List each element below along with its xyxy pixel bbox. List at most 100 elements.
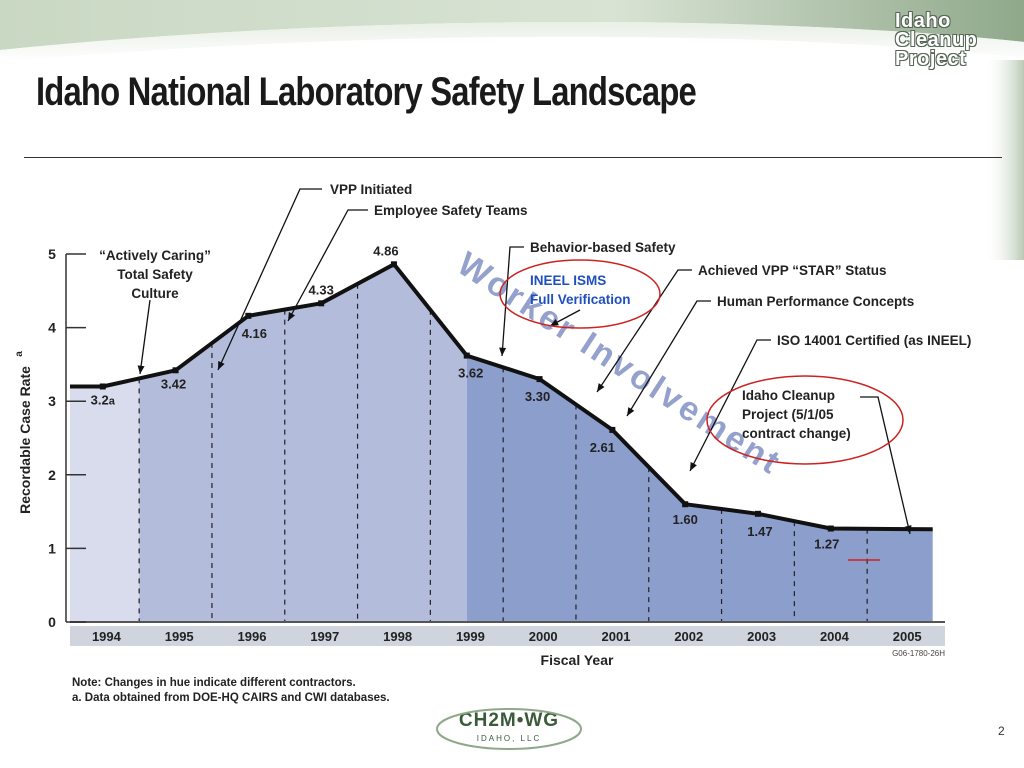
- x-axis-title: Fiscal Year: [541, 652, 614, 668]
- annotation-arrowhead: [550, 319, 559, 326]
- x-tick-label: 2002: [674, 629, 703, 644]
- annotation-arrowhead: [627, 407, 635, 416]
- header-swoosh: [0, 0, 1024, 62]
- data-point: [318, 300, 325, 307]
- logo-line-3: Project: [895, 48, 967, 70]
- data-point: [754, 510, 761, 517]
- title-divider: [24, 157, 1002, 158]
- annotation-label: VPP Initiated: [330, 182, 412, 197]
- logo-line-1: Idaho: [895, 10, 951, 32]
- data-point: [245, 312, 252, 319]
- data-label: 4.16: [242, 326, 267, 341]
- data-label: 3.2a: [91, 392, 116, 407]
- y-axis-title: Recordable Case Rate: [17, 366, 33, 514]
- data-point: [609, 426, 616, 433]
- annotation-label: Culture: [131, 286, 179, 301]
- annotation-label: Achieved VPP “STAR” Status: [698, 263, 887, 278]
- annotation-arrowhead: [499, 347, 507, 356]
- annotation-label: Employee Safety Teams: [374, 203, 528, 218]
- x-tick-label: 1999: [456, 629, 485, 644]
- x-tick-label: 1995: [165, 629, 194, 644]
- cleanup-highlight-circle: [706, 375, 904, 465]
- annotation-leader: [287, 209, 368, 322]
- data-label: 2.61: [590, 440, 615, 455]
- data-label: 3.30: [525, 389, 550, 404]
- x-tick-label: 2005: [893, 629, 922, 644]
- x-tick-label: 2004: [820, 629, 850, 644]
- data-point: [390, 261, 397, 268]
- data-point: [463, 352, 470, 359]
- x-axis-band: [70, 626, 945, 646]
- annotation-label: Total Safety: [117, 267, 193, 282]
- isms-highlight-circle: [499, 259, 661, 329]
- logo-line-2: Cleanup: [895, 29, 978, 51]
- annotation-leader: [139, 299, 151, 375]
- figure-code: G06-1780-26H: [892, 649, 945, 658]
- x-tick-label: 2001: [602, 629, 631, 644]
- note-line-2: a. Data obtained from DOE-HQ CAIRS and C…: [72, 692, 390, 704]
- annotation-arrowhead: [137, 365, 145, 374]
- annotation-label: Full Verification: [530, 292, 631, 307]
- x-tick-label: 1998: [383, 629, 412, 644]
- y-tick-label: 3: [48, 393, 56, 409]
- annotation-arrowhead: [904, 525, 912, 534]
- company-subtitle: IDAHO, LLC: [476, 734, 542, 743]
- data-point: [536, 376, 543, 383]
- company-name: CH2M•WG: [458, 710, 560, 731]
- data-label-footnote-marker: a: [109, 395, 116, 407]
- note-line-1: Note: Changes in hue indicate different …: [72, 677, 356, 689]
- annotation-label: Project (5/1/05: [742, 407, 834, 422]
- y-tick-label: 1: [48, 540, 56, 556]
- annotation-label: Idaho Cleanup: [742, 388, 835, 403]
- data-label: 4.33: [309, 282, 334, 297]
- annotation-label: “Actively Caring”: [99, 248, 211, 263]
- data-label: 3.42: [161, 376, 186, 391]
- annotation-arrowhead: [690, 462, 697, 471]
- annotation-arrowhead: [288, 312, 296, 321]
- annotation-label: Behavior-based Safety: [530, 240, 676, 255]
- chart-notes: Note: Changes in hue indicate different …: [72, 676, 390, 706]
- contractor-band-1: [70, 378, 140, 622]
- data-label: 1.47: [747, 524, 772, 539]
- annotation-leader: [689, 339, 771, 472]
- data-label: 1.60: [673, 512, 698, 527]
- annotation-label: INEEL ISMS: [530, 273, 606, 288]
- data-label: 4.86: [373, 243, 398, 258]
- slide-title: Idaho National Laboratory Safety Landsca…: [36, 70, 697, 114]
- company-logo: CH2M•WG IDAHO, LLC: [434, 706, 584, 750]
- annotation-leader: [626, 300, 711, 417]
- contractor-band-2: [139, 264, 467, 622]
- annotation-leader: [501, 246, 524, 357]
- annotation-leader: [596, 269, 692, 393]
- annotation-label: Human Performance Concepts: [717, 294, 914, 309]
- y-axis-title-superscript: a: [14, 351, 25, 357]
- annotation-label: contract change): [742, 426, 851, 441]
- header-side-gradient: [984, 60, 1024, 260]
- y-tick-label: 0: [48, 614, 56, 630]
- page-number: 2: [998, 724, 1005, 738]
- data-point: [172, 367, 179, 374]
- annotation-arrowhead: [597, 383, 605, 392]
- company-logo-ellipse: [436, 708, 582, 750]
- x-tick-label: 1994: [92, 629, 122, 644]
- annotation-arrowhead: [218, 361, 225, 370]
- annotation-leader: [217, 188, 322, 371]
- annotation-leader: [860, 396, 911, 535]
- data-point: [682, 501, 689, 508]
- x-tick-label: 2000: [529, 629, 558, 644]
- annotation-label: ISO 14001 Certified (as INEEL): [777, 333, 971, 348]
- contractor-band-3: [466, 355, 933, 622]
- x-tick-label: 2003: [747, 629, 776, 644]
- project-logo: Idaho Cleanup Project: [895, 10, 1015, 70]
- data-point: [99, 383, 106, 390]
- y-tick-label: 2: [48, 467, 56, 483]
- data-point: [827, 525, 834, 532]
- x-tick-label: 1996: [238, 629, 267, 644]
- y-tick-label: 5: [48, 246, 56, 262]
- data-label: 3.62: [458, 366, 483, 381]
- y-tick-label: 4: [48, 320, 56, 336]
- data-label: 1.27: [814, 537, 839, 552]
- x-tick-label: 1997: [310, 629, 339, 644]
